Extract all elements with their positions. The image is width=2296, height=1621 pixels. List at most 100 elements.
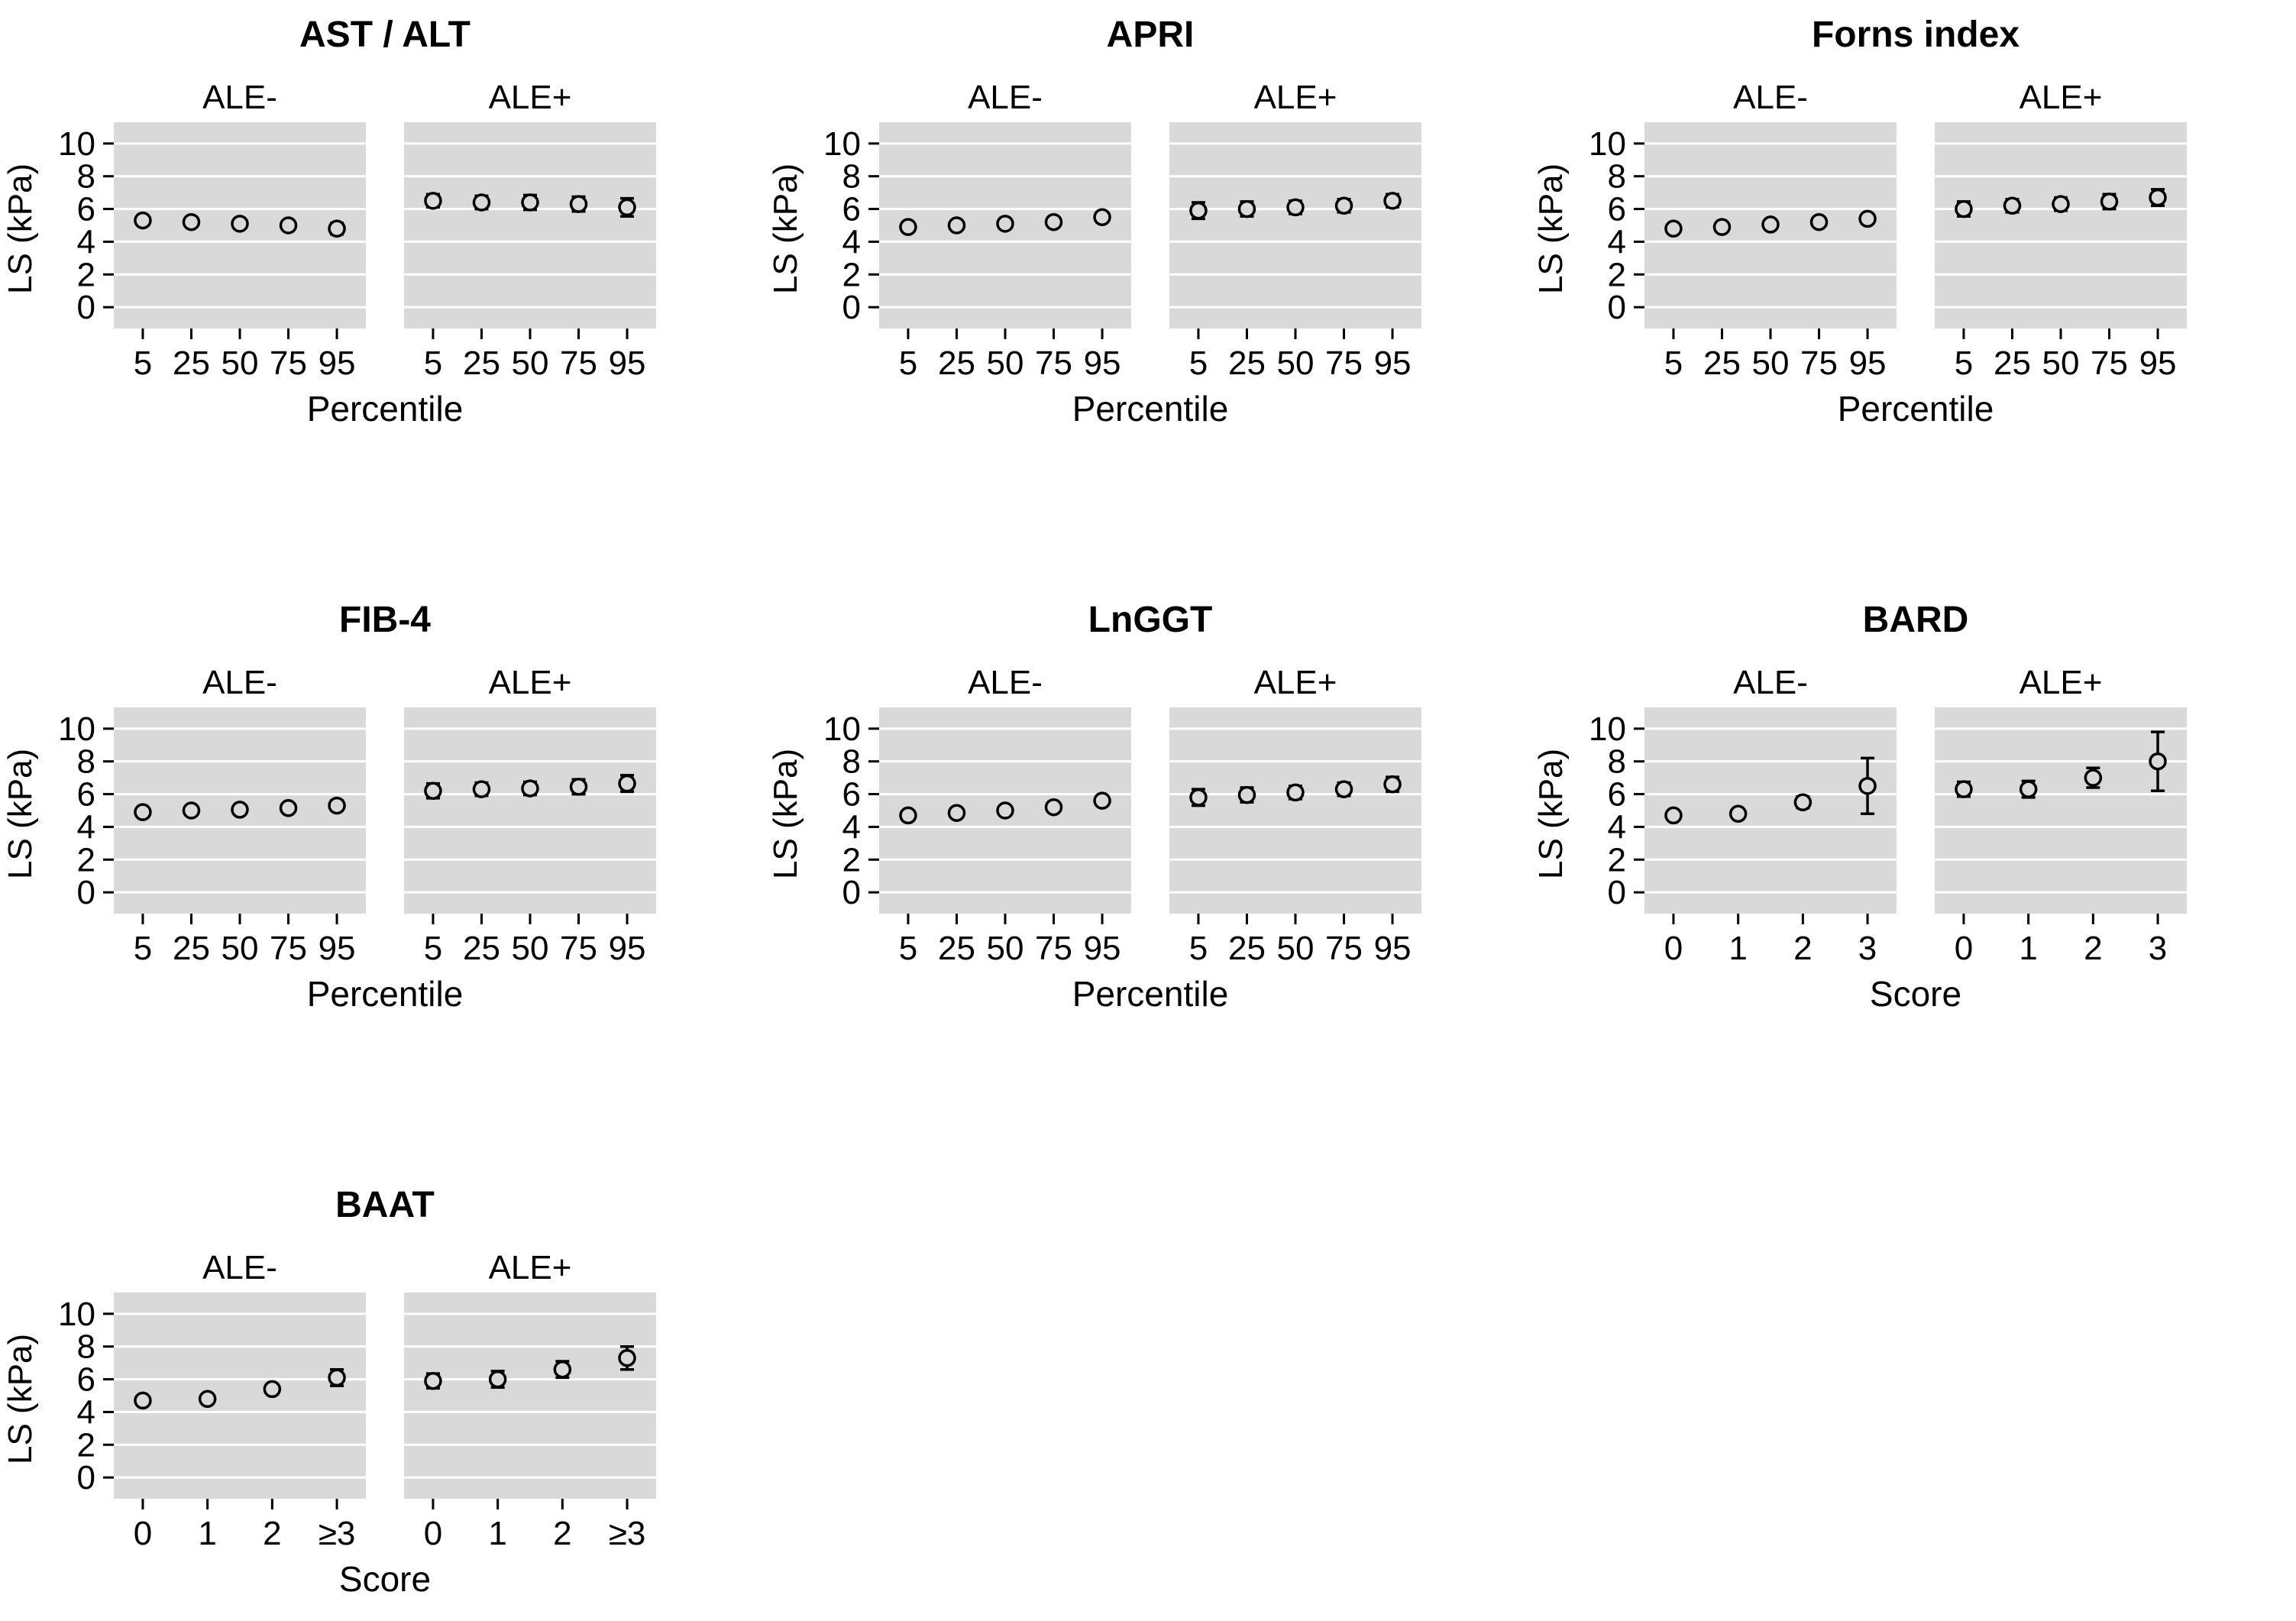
x-tick-label: 25 xyxy=(463,930,500,967)
y-tick-label: 10 xyxy=(1589,710,1626,748)
panel-body: LS (kPa) ALE- 0 1 2 3 0 2 4 6 8 10 ALE+ 0 1 2 3 xyxy=(1531,660,2296,967)
data-point xyxy=(1793,793,1813,812)
x-tick-label: 95 xyxy=(1084,930,1121,967)
x-tick-label: 0 xyxy=(134,1515,152,1552)
facet-label: ALE+ xyxy=(2020,664,2103,701)
plot-background xyxy=(404,707,656,914)
y-axis-label: LS (kPa) xyxy=(2,748,39,879)
y-tick-label: 4 xyxy=(77,223,95,260)
x-tick-label: 95 xyxy=(609,930,646,967)
data-point xyxy=(1286,783,1305,802)
y-tick-label: 6 xyxy=(77,191,95,228)
facet-label: ALE+ xyxy=(489,1249,572,1286)
x-tick-label: 50 xyxy=(1752,345,1790,382)
data-point xyxy=(1761,215,1780,234)
x-axis-label: Percentile xyxy=(1072,974,1229,1014)
panel-title: FIB-4 xyxy=(339,600,431,640)
data-point xyxy=(1858,209,1877,228)
x-tick-label: 5 xyxy=(1664,345,1683,382)
x-axis-label: Score xyxy=(338,1559,432,1599)
x-tick-label: 50 xyxy=(512,930,549,967)
data-point xyxy=(424,1371,442,1390)
plot-background xyxy=(1935,122,2187,328)
y-tick-label: 10 xyxy=(1589,125,1626,163)
plot-background xyxy=(404,122,656,328)
x-tick-label: 5 xyxy=(424,930,442,967)
x-axis-label: Score xyxy=(1869,974,1962,1014)
x-tick-label: 75 xyxy=(1035,930,1072,967)
plot-background xyxy=(114,1293,366,1499)
y-tick-label: 0 xyxy=(842,874,861,911)
data-point xyxy=(1286,198,1305,217)
y-tick-label: 10 xyxy=(823,125,861,163)
x-tick-label: 2 xyxy=(263,1515,281,1552)
panel-fib-4: FIB-4 LS (kPa) ALE- 5 25 50 75 95 0 2 4 6 8 10 ALE+ 5… xyxy=(0,585,765,1170)
x-tick-label: 75 xyxy=(1325,345,1363,382)
x-tick-label: 2 xyxy=(2084,930,2102,967)
plot-background xyxy=(1935,707,2187,914)
y-tick-label: 8 xyxy=(1608,158,1626,196)
x-tick-label: 50 xyxy=(222,345,259,382)
y-tick-label: 6 xyxy=(1608,191,1626,228)
x-axis-label: Percentile xyxy=(306,974,464,1014)
x-tick-label: 95 xyxy=(1084,345,1121,382)
data-point xyxy=(2019,780,2038,798)
data-point xyxy=(231,215,249,233)
data-point xyxy=(1044,798,1063,817)
facet-label: ALE- xyxy=(1733,664,1808,701)
data-point xyxy=(1809,212,1829,231)
data-point xyxy=(134,211,152,230)
data-point xyxy=(198,1390,217,1409)
y-axis-label: LS (kPa) xyxy=(2,163,39,294)
data-point xyxy=(618,198,636,217)
x-tick-label: 2 xyxy=(1793,930,1812,967)
data-point xyxy=(1044,212,1063,231)
data-point xyxy=(947,216,966,235)
y-tick-label: 8 xyxy=(77,743,95,781)
facet-label: ALE+ xyxy=(2020,79,2103,116)
y-axis-label: LS (kPa) xyxy=(1532,163,1570,294)
y-tick-label: 4 xyxy=(1608,808,1626,846)
x-tick-label: 25 xyxy=(173,930,210,967)
y-axis-label: LS (kPa) xyxy=(1532,748,1570,879)
panel-baat: BAAT LS (kPa) ALE- 0 1 2 ≥3 0 2 4 6 8 10 ALE+ 0 1 2 ≥3 … xyxy=(0,1170,765,1621)
x-tick-label: 25 xyxy=(1228,930,1266,967)
x-tick-label: 50 xyxy=(1277,345,1315,382)
panel-bard: BARD LS (kPa) ALE- 0 1 2 3 0 2 4 6 8 10 ALE+ 0 1 2 3 Sc… xyxy=(1531,585,2296,1170)
data-point xyxy=(472,780,491,798)
data-point xyxy=(134,803,152,821)
data-point xyxy=(1728,804,1748,823)
data-point xyxy=(2084,768,2103,787)
x-tick-label: 75 xyxy=(1800,345,1838,382)
data-point xyxy=(134,1391,152,1410)
data-point xyxy=(1334,196,1353,215)
y-tick-label: 0 xyxy=(77,874,95,911)
data-point xyxy=(996,801,1014,820)
y-tick-label: 2 xyxy=(77,841,95,878)
x-tick-label: 3 xyxy=(2149,930,2167,967)
x-tick-label: 5 xyxy=(1189,345,1208,382)
y-tick-label: 10 xyxy=(58,1296,95,1333)
data-point xyxy=(488,1370,507,1389)
x-tick-label: 25 xyxy=(938,345,975,382)
data-point xyxy=(1383,775,1402,794)
x-tick-label: ≥3 xyxy=(319,1515,356,1552)
x-axis-label: Percentile xyxy=(1072,389,1229,429)
x-tick-label: 25 xyxy=(938,930,975,967)
y-axis-label: LS (kPa) xyxy=(2,1333,39,1464)
x-tick-label: 95 xyxy=(1374,930,1412,967)
x-tick-label: 25 xyxy=(173,345,210,382)
data-point xyxy=(1189,201,1208,220)
data-point xyxy=(553,1360,572,1379)
x-axis-label: Percentile xyxy=(306,389,464,429)
x-tick-label: 25 xyxy=(463,345,500,382)
x-tick-label: 75 xyxy=(1035,345,1072,382)
x-tick-label: 75 xyxy=(2091,345,2128,382)
x-tick-label: 95 xyxy=(609,345,646,382)
y-tick-label: 6 xyxy=(1608,776,1626,814)
data-point xyxy=(1093,791,1111,810)
data-point xyxy=(2100,193,2119,211)
data-point xyxy=(2149,752,2167,771)
